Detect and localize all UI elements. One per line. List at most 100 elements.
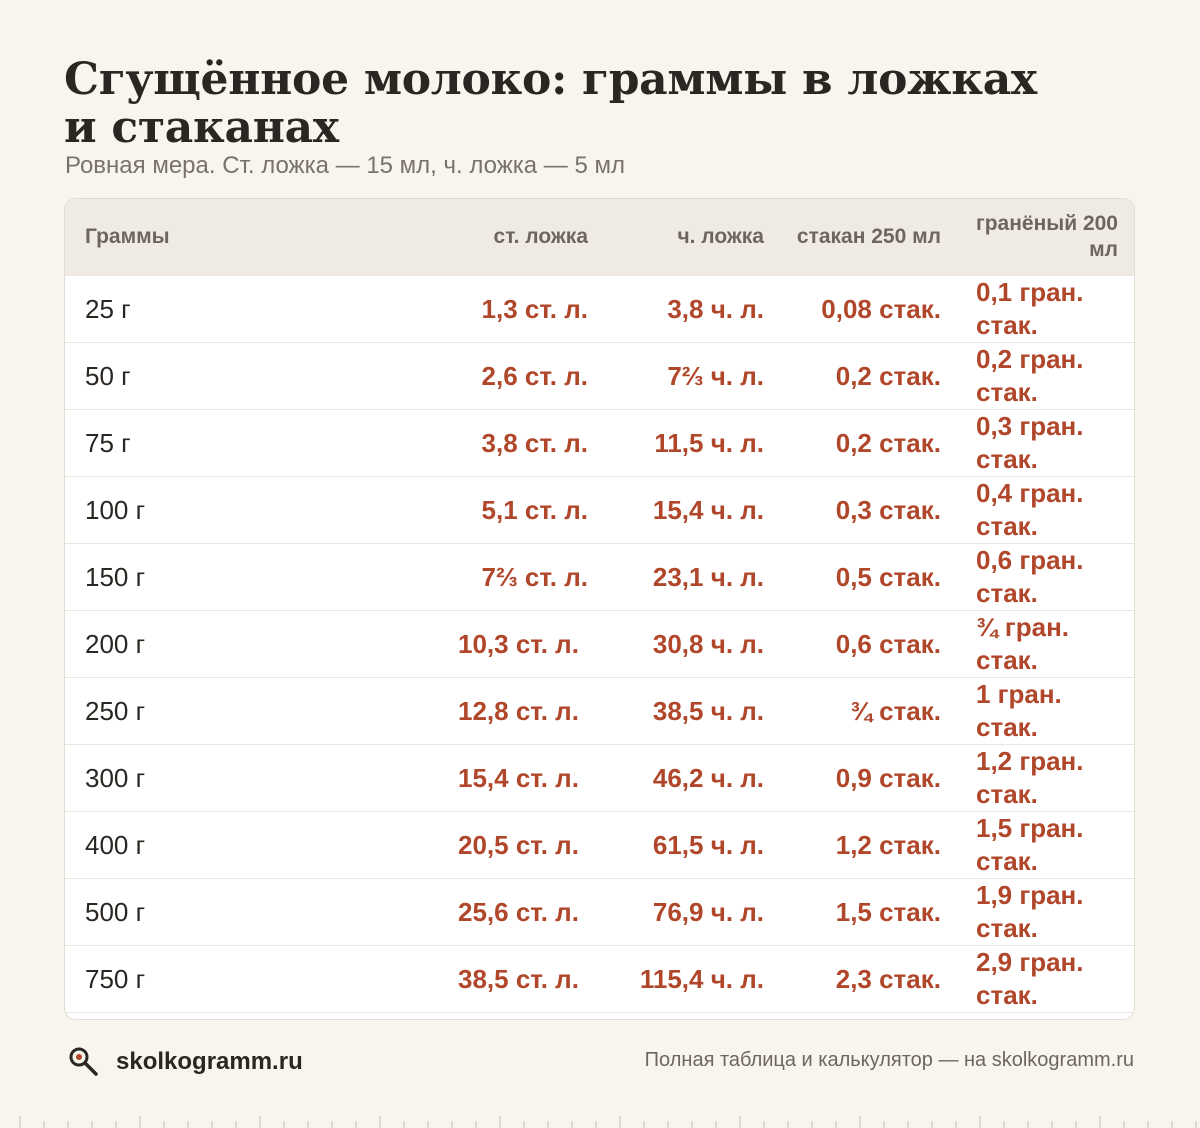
grams-cell-text: 150 г xyxy=(85,561,146,592)
tablespoon-cell-text: 5,1 ст. л. xyxy=(481,494,588,525)
tablespoon-cell: 15,4 ст. л. xyxy=(418,744,588,811)
grams-cell: 75 г xyxy=(65,409,418,476)
faceted-glass-cell: 1,9 гран. стак. xyxy=(941,878,1134,945)
grams-cell: 200 г xyxy=(65,610,418,677)
tablespoon-cell-text: 15,4 ст. л. xyxy=(458,762,579,793)
teaspoon-cell: 11,5 ч. л. xyxy=(588,409,764,476)
page-title: Сгущённое молоко: граммы в ложках и стак… xyxy=(64,54,1037,153)
glass-250-cell-text: 0,5 стак. xyxy=(835,561,941,592)
brand-name: skolkogramm.ru xyxy=(116,1048,303,1075)
faceted-glass-cell-text: 1,2 гран. стак. xyxy=(976,745,1084,809)
column-header-glass-250: стакан 250 мл xyxy=(796,224,941,248)
glass-250-cell: 0,5 стак. xyxy=(764,543,941,610)
glass-250-cell-text: 0,08 стак. xyxy=(821,293,941,324)
faceted-glass-cell: 3,8 гран. стак. xyxy=(941,1012,1134,1020)
glass-250-cell: 1,2 стак. xyxy=(764,811,941,878)
tablespoon-cell: 3,8 ст. л. xyxy=(418,409,588,476)
faceted-glass-cell-text: 2,9 гран. стак. xyxy=(976,946,1084,1010)
faceted-glass-cell-text: 0,1 гран. стак. xyxy=(976,276,1084,340)
teaspoon-cell: 38,5 ч. л. xyxy=(588,677,764,744)
table-row: 150 г 7⅔ ст. л. 23,1 ч. л. 0,5 стак. 0,6 гра… xyxy=(65,543,1134,610)
footer-brand: skolkogramm.ru xyxy=(66,1044,303,1080)
glass-250-cell-text: 1,2 стак. xyxy=(835,829,941,860)
grams-cell: 1000 г xyxy=(65,1012,418,1019)
grams-cell-text: 75 г xyxy=(85,427,131,458)
glass-250-cell: 0,2 стак. xyxy=(764,409,941,476)
faceted-glass-cell-text: 1,5 гран. стак. xyxy=(976,812,1084,876)
table-header-row: Граммы ст. ложка ч. ложка стакан 250 мл … xyxy=(65,199,1134,275)
table-row: 75 г 3,8 ст. л. 11,5 ч. л. 0,2 стак. 0,3 гра… xyxy=(65,409,1134,476)
tablespoon-cell: 25,6 ст. л. xyxy=(418,878,588,945)
grams-cell-text: 500 г xyxy=(85,896,146,927)
tablespoon-cell: 2,6 ст. л. xyxy=(418,342,588,409)
teaspoon-cell-text: 38,5 ч. л. xyxy=(652,695,764,726)
faceted-glass-cell-text: 1 гран. стак. xyxy=(976,678,1062,742)
teaspoon-cell: 15,4 ч. л. xyxy=(588,476,764,543)
teaspoon-cell: 115,4 ч. л. xyxy=(588,945,764,1012)
table-row: 25 г 1,3 ст. л. 3,8 ч. л. 0,08 стак. 0,1 гра… xyxy=(65,275,1134,342)
tablespoon-cell-text: 20,5 ст. л. xyxy=(458,829,579,860)
grams-cell: 150 г xyxy=(65,543,418,610)
grams-cell: 50 г xyxy=(65,342,418,409)
tablespoon-cell-text: 1,3 ст. л. xyxy=(481,293,588,324)
teaspoon-cell-text: 46,2 ч. л. xyxy=(652,762,764,793)
tablespoon-cell-text: 12,8 ст. л. xyxy=(458,695,579,726)
grams-cell-text: 50 г xyxy=(85,360,131,391)
teaspoon-cell-text: 3,8 ч. л. xyxy=(667,293,764,324)
grams-cell: 25 г xyxy=(65,275,418,342)
table-row: 300 г 15,4 ст. л. 46,2 ч. л. 0,9 стак. 1,2 г… xyxy=(65,744,1134,811)
grams-cell-text: 100 г xyxy=(85,494,146,525)
teaspoon-cell: 3,8 ч. л. xyxy=(588,275,764,342)
grams-cell: 750 г xyxy=(65,945,418,1012)
tablespoon-cell: 7⅔ ст. л. xyxy=(418,543,588,610)
teaspoon-cell: 30,8 ч. л. xyxy=(588,610,764,677)
teaspoon-cell-text: 30,8 ч. л. xyxy=(652,628,764,659)
table-row: 500 г 25,6 ст. л. 76,9 ч. л. 1,5 стак. 1,9 г… xyxy=(65,878,1134,945)
grams-cell-text: 300 г xyxy=(85,762,146,793)
table-row: 400 г 20,5 ст. л. 61,5 ч. л. 1,2 стак. 1,5 г… xyxy=(65,811,1134,878)
conversion-table-card: Граммы ст. ложка ч. ложка стакан 250 мл … xyxy=(64,198,1135,1020)
teaspoon-cell-text: 23,1 ч. л. xyxy=(652,561,764,592)
glass-250-cell-text: 0,2 стак. xyxy=(835,360,941,391)
teaspoon-cell: 61,5 ч. л. xyxy=(588,811,764,878)
table-row: 750 г 38,5 ст. л. 115,4 ч. л. 2,3 стак. 2,9 … xyxy=(65,945,1134,1012)
tablespoon-cell-text: 25,6 ст. л. xyxy=(458,896,579,927)
tablespoon-cell: 10,3 ст. л. xyxy=(418,610,588,677)
grams-cell: 250 г xyxy=(65,677,418,744)
grams-cell-text: 250 г xyxy=(85,695,146,726)
faceted-glass-cell: 0,3 гран. стак. xyxy=(941,409,1134,476)
grams-cell: 100 г xyxy=(65,476,418,543)
grams-cell: 300 г xyxy=(65,744,418,811)
faceted-glass-cell: 0,4 гран. стак. xyxy=(941,476,1134,543)
tablespoon-cell: 51,3 ст. л. xyxy=(418,1012,588,1019)
faceted-glass-cell-text: 0,6 гран. стак. xyxy=(976,544,1084,608)
table-row: 200 г 10,3 ст. л. 30,8 ч. л. 0,6 стак. ¾ гра… xyxy=(65,610,1134,677)
glass-250-cell: 0,3 стак. xyxy=(764,476,941,543)
teaspoon-cell-text: 61,5 ч. л. xyxy=(652,829,764,860)
faceted-glass-cell-text: 0,3 гран. стак. xyxy=(976,410,1084,474)
tablespoon-cell-text: 7⅔ ст. л. xyxy=(481,561,588,592)
teaspoon-cell-text: 7⅔ ч. л. xyxy=(667,360,764,391)
glass-250-cell: 2,3 стак. xyxy=(764,945,941,1012)
glass-250-cell: 3,1 стак. xyxy=(764,1012,941,1019)
column-header-faceted-glass-200: гранёный 200 мл xyxy=(975,211,1118,261)
glass-250-cell: 0,08 стак. xyxy=(764,275,941,342)
grams-cell-text: 400 г xyxy=(85,829,146,860)
footer-note: Полная таблица и калькулятор — на skolko… xyxy=(644,1049,1134,1071)
glass-250-cell: 0,6 стак. xyxy=(764,610,941,677)
grams-cell: 400 г xyxy=(65,811,418,878)
table-body: 25 г 1,3 ст. л. 3,8 ч. л. 0,08 стак. 0,1 гра… xyxy=(65,275,1134,1020)
table-row: 1000 г51,3 ст. л.153,8 ч. л.3,1 стак. 3,8… xyxy=(65,1012,1134,1020)
glass-250-cell-text: 2,3 стак. xyxy=(835,963,941,994)
teaspoon-cell: 153,8 ч. л. xyxy=(588,1012,764,1019)
glass-250-cell: 0,2 стак. xyxy=(764,342,941,409)
conversion-table: Граммы ст. ложка ч. ложка стакан 250 мл … xyxy=(65,199,1134,1020)
grams-cell-text: 750 г xyxy=(85,963,146,994)
faceted-glass-cell-text: 0,2 гран. стак. xyxy=(976,343,1084,407)
faceted-glass-cell: 0,1 гран. стак. xyxy=(941,275,1134,342)
teaspoon-cell-text: 115,4 ч. л. xyxy=(639,963,764,994)
column-header-teaspoon: ч. ложка xyxy=(677,224,764,248)
tablespoon-cell-text: 10,3 ст. л. xyxy=(458,628,579,659)
faceted-glass-cell-text: 3,8 гран. стак. xyxy=(976,1014,1083,1020)
teaspoon-cell-text: 76,9 ч. л. xyxy=(652,896,764,927)
